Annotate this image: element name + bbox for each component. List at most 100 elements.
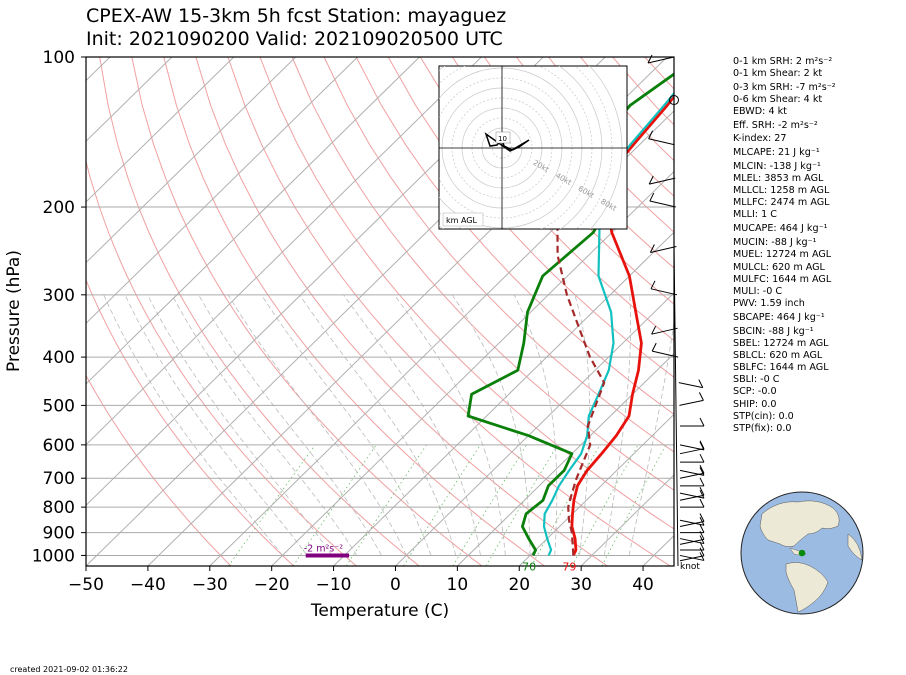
x-tick-label: 0 — [390, 575, 401, 595]
x-axis-label: Temperature (C) — [310, 601, 449, 621]
dry-adiabat — [86, 159, 357, 566]
wind-barb — [679, 487, 705, 501]
dry-adiabat — [419, 57, 674, 342]
wind-barb — [679, 465, 705, 479]
chart-title: CPEX-AW 15-3km 5h fcst Station: mayaguez — [86, 5, 507, 27]
x-tick-label: −10 — [316, 575, 352, 595]
created-timestamp: created 2021-09-02 01:36:22 — [10, 665, 128, 674]
wind-barb — [678, 379, 704, 389]
mixing-ratio-line — [530, 444, 601, 566]
wind-barb — [679, 441, 705, 451]
y-tick-label: 200 — [43, 198, 75, 218]
isotherm — [209, 110, 674, 566]
index-line: K-index: 27 — [733, 132, 787, 144]
moist-adiabat — [103, 294, 283, 556]
surface-labels: 70 79 — [522, 560, 576, 573]
isotherm — [271, 170, 674, 566]
index-line: MLCAPE: 21 J kg⁻¹ — [733, 146, 820, 158]
index-line: MULI: -0 C — [733, 285, 783, 297]
dry-adiabat — [259, 57, 674, 530]
x-tick-label: 10 — [447, 575, 469, 595]
y-tick-label: 400 — [43, 348, 75, 368]
hodograph-frame — [438, 65, 628, 230]
index-line: 0-3 km SRH: -7 m²s⁻² — [733, 82, 836, 94]
dry-adiabat — [483, 57, 674, 269]
dry-adiabat — [131, 57, 483, 566]
isotherm — [333, 231, 674, 566]
hodograph-trace — [484, 132, 530, 152]
wind-barb — [649, 244, 677, 253]
barb-unit-label: knot — [680, 562, 700, 572]
globe-locator-map — [740, 491, 864, 615]
index-line: Eff. SRH: -2 m²s⁻² — [733, 120, 818, 132]
mixing-ratio-line — [601, 444, 667, 566]
x-axis-ticks: −50 −40 −30 −20 −10 0 10 20 30 40 — [68, 566, 654, 595]
mixing-ratio-line — [485, 444, 558, 566]
north-america-land — [759, 500, 840, 547]
index-line: SBLCL: 620 m AGL — [733, 350, 823, 362]
isotherm — [86, 57, 235, 203]
indices-panel: 0-1 km SRH: 2 m²s⁻² 0-1 km Shear: 2 kt 0-3… — [733, 56, 836, 435]
isotherm — [86, 57, 482, 446]
barb-staff-column — [673, 246, 679, 567]
mixing-ratio-line — [571, 444, 639, 566]
wind-barb — [680, 498, 705, 508]
moist-adiabat — [124, 294, 308, 556]
index-line: 0-1 km SRH: 2 m²s⁻² — [733, 56, 833, 67]
srh-indicator: -2 m²s⁻² — [304, 543, 350, 558]
x-tick-label: −50 — [68, 575, 104, 595]
srh-bar-label: -2 m²s⁻² — [304, 543, 344, 554]
moist-adiabat — [451, 294, 531, 556]
temperature-surface-label: 79 — [562, 560, 576, 573]
index-line: EBWD: 4 kt — [733, 106, 787, 118]
y-tick-label: 700 — [43, 469, 75, 489]
wind-barb — [679, 547, 705, 562]
index-line: MUCAPE: 464 J kg⁻¹ — [733, 223, 828, 235]
index-line: SBCAPE: 464 J kg⁻¹ — [733, 311, 825, 323]
isotherm — [86, 57, 358, 324]
wind-barb — [679, 531, 705, 545]
wind-barb — [648, 175, 676, 185]
parcel-profile — [556, 144, 606, 556]
moist-adiabat — [171, 294, 358, 556]
index-line: SHIP: 0.0 — [733, 398, 777, 410]
index-line: MLLCL: 1258 m AGL — [733, 184, 830, 196]
index-line: MUEL: 12724 m AGL — [733, 249, 832, 261]
mixing-ratio-line — [403, 444, 481, 566]
index-line: 0-1 km Shear: 2 kt — [733, 68, 823, 80]
isotherm — [86, 57, 297, 264]
isotherm — [580, 474, 674, 566]
mixing-ratio-line — [345, 444, 427, 566]
index-line: MULCL: 620 m AGL — [733, 261, 825, 273]
wind-barb — [649, 192, 676, 208]
hodograph-corner-label: km AGL — [446, 216, 478, 225]
wind-barb — [679, 517, 705, 526]
index-line: STP(cin): 0.0 — [733, 410, 794, 422]
africa-land — [847, 533, 863, 561]
moist-adiabat — [513, 294, 558, 556]
moist-adiabat — [147, 294, 333, 556]
mixing-ratio-line — [452, 444, 527, 566]
dry-adiabat — [291, 57, 674, 491]
mixing-ratio-line — [292, 444, 377, 566]
y-tick-label: 100 — [43, 48, 75, 68]
index-line: MLEL: 3853 m AGL — [733, 172, 824, 184]
index-line: STP(fix): 0.0 — [733, 422, 792, 434]
wind-barb — [650, 280, 678, 296]
moist-adiabat — [227, 294, 407, 556]
wind-barbs — [647, 54, 705, 567]
wind-barb — [651, 325, 678, 335]
wind-barb — [680, 541, 705, 551]
dry-adiabat — [99, 57, 420, 566]
moist-adiabat — [628, 318, 674, 556]
x-tick-label: −30 — [192, 575, 228, 595]
index-line: SCP: -0.0 — [733, 386, 777, 398]
dry-adiabat — [355, 57, 674, 416]
wind-barb — [679, 489, 705, 499]
index-line: SBCIN: -88 J kg⁻¹ — [733, 325, 814, 337]
x-tick-label: 40 — [632, 575, 654, 595]
y-tick-label: 600 — [43, 436, 75, 456]
